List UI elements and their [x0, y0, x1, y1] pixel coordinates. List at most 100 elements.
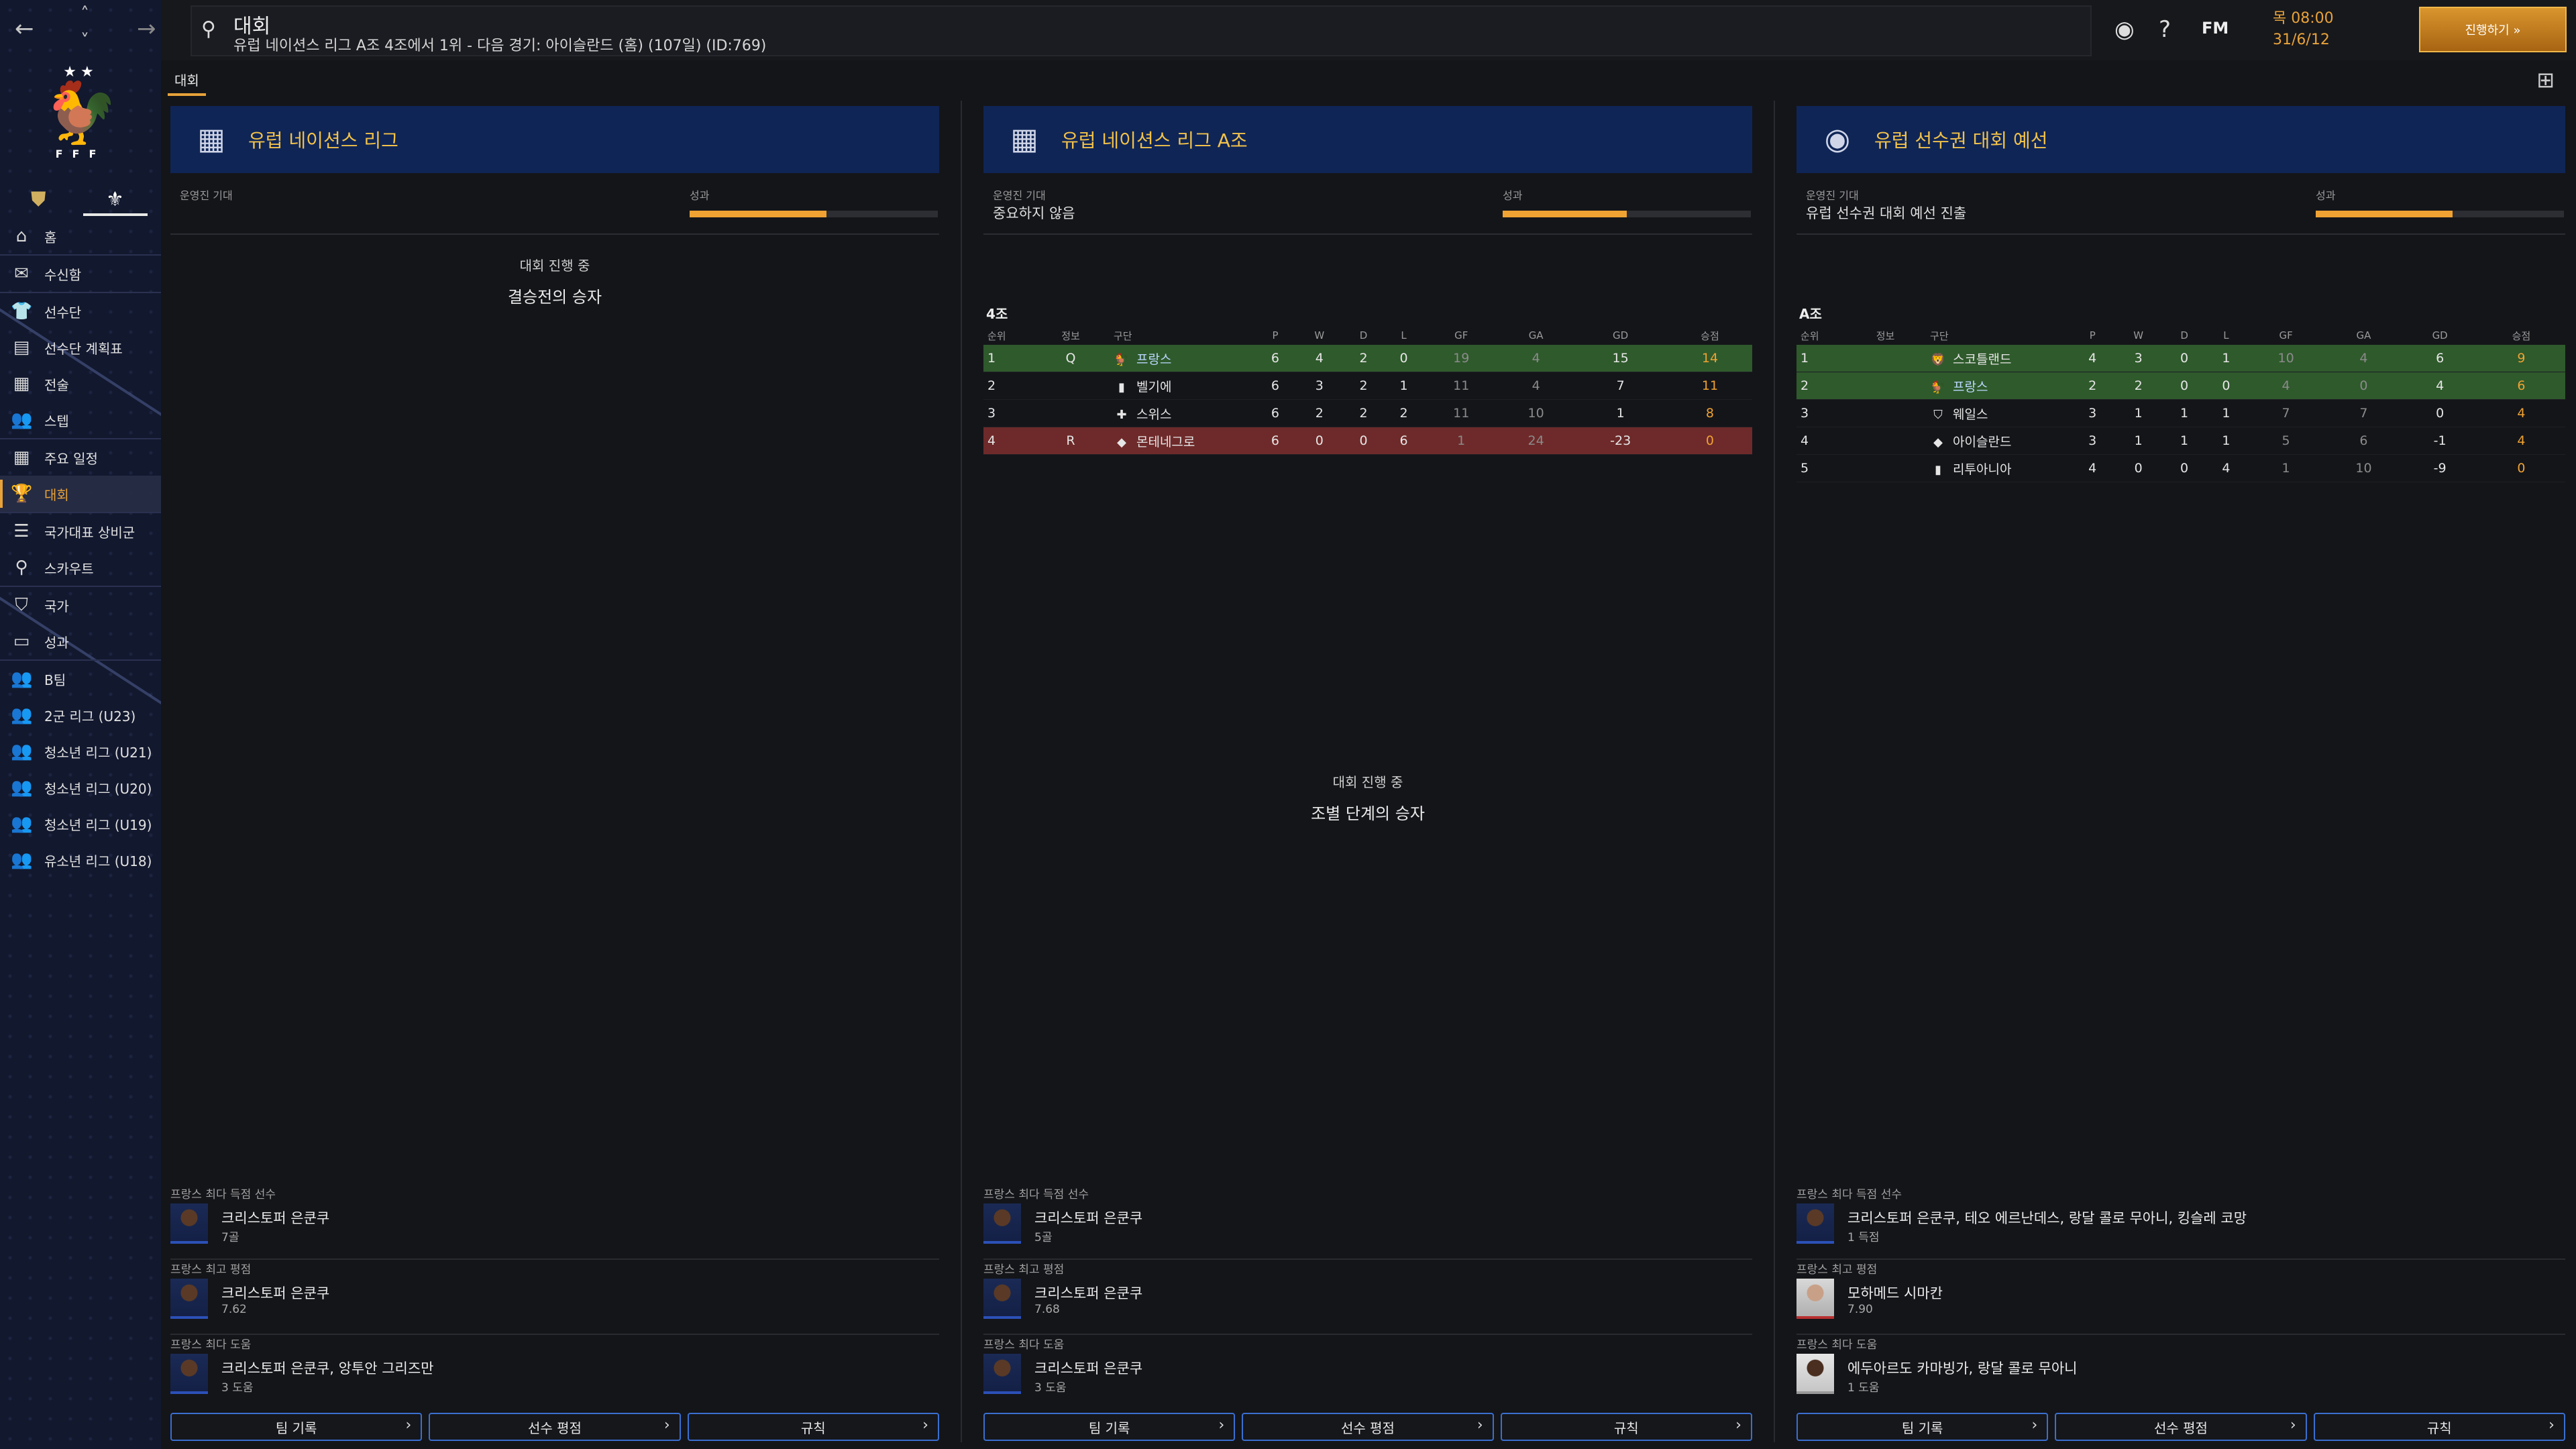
player-name[interactable]: 크리스토퍼 은쿤쿠 [221, 1210, 330, 1226]
competition-name[interactable]: 유럽 네이션스 리그 [248, 129, 398, 152]
sidebar-item-u20[interactable]: 👥 청소년 리그 (U20) [0, 769, 161, 806]
sidebar-item-tactics[interactable]: ▦ 전술 [0, 366, 161, 402]
column-header[interactable]: GF [2279, 329, 2293, 341]
team-stats-button[interactable]: 팀 기록 › [983, 1413, 1236, 1441]
column-header[interactable]: GD [2432, 329, 2448, 341]
column-header[interactable]: W [1314, 329, 1325, 341]
column-header[interactable]: 승점 [2512, 329, 2531, 342]
column-header[interactable]: GF [1454, 329, 1468, 341]
team-name[interactable]: 스코틀랜드 [1953, 352, 2012, 367]
fm-menu[interactable]: FM [2202, 19, 2229, 38]
player-name[interactable]: 에두아르도 카마빙가, 랑달 콜로 무아니 [1847, 1360, 2078, 1377]
sidebar-item-u21[interactable]: 👥 청소년 리그 (U21) [0, 733, 161, 769]
table-row[interactable]: 1 🦁 스코틀랜드 4 3 0 1 10 4 6 9 [1796, 345, 2565, 372]
column-header[interactable]: W [2133, 329, 2144, 341]
team-name[interactable]: 프랑스 [1136, 352, 1172, 367]
column-header[interactable]: 정보 [1061, 329, 1080, 342]
sidebar-item-competitions[interactable]: 🏆 대회 [0, 476, 161, 512]
team-cell[interactable]: ⛉ 웨일스 [1929, 399, 2072, 427]
rules-button[interactable]: 규칙 › [1500, 1413, 1752, 1441]
sidebar-item-home[interactable]: ⌂ 홈 [0, 218, 161, 254]
column-header[interactable]: D [2180, 329, 2188, 341]
national-badge-icon[interactable]: ⚜ [106, 188, 124, 211]
player-avatar[interactable] [170, 1203, 208, 1244]
column-header[interactable]: GA [2356, 329, 2371, 341]
player-avatar[interactable] [983, 1279, 1021, 1319]
column-header[interactable]: 순위 [987, 329, 1006, 342]
player-name[interactable]: 크리스토퍼 은쿤쿠 [1034, 1360, 1143, 1377]
player-name[interactable]: 크리스토퍼 은쿤쿠 [1034, 1285, 1143, 1301]
player-name[interactable]: 크리스토퍼 은쿤쿠 [221, 1285, 330, 1301]
table-row[interactable]: 3 ✚ 스위스 6 2 2 2 11 10 1 8 [983, 399, 1752, 427]
sidebar-item-schedule[interactable]: ▦ 주요 일정 [0, 438, 161, 476]
player-avatar[interactable] [1796, 1203, 1834, 1244]
team-cell[interactable]: 🐓 프랑스 [1112, 345, 1255, 372]
table-row[interactable]: 5 ▮ 리투아니아 4 0 0 4 1 10 -9 0 [1796, 454, 2565, 482]
sidebar-item-national-pool[interactable]: ☰ 국가대표 상비군 [0, 512, 161, 549]
player-avatar[interactable] [1796, 1354, 1834, 1394]
team-cell[interactable]: ◆ 몬테네그로 [1112, 427, 1255, 455]
column-header[interactable]: GA [1528, 329, 1544, 341]
column-header[interactable]: 구단 [1930, 329, 1949, 342]
column-header[interactable]: GD [1613, 329, 1629, 341]
player-name[interactable]: 크리스토퍼 은쿤쿠 [1034, 1210, 1143, 1226]
sidebar-item-squad[interactable]: 👕 선수단 [0, 292, 161, 329]
player-avatar[interactable] [170, 1279, 208, 1319]
team-name[interactable]: 웨일스 [1953, 407, 1988, 422]
team-name[interactable]: 몬테네그로 [1136, 434, 1195, 449]
team-name[interactable]: 벨기에 [1136, 379, 1172, 394]
rules-button[interactable]: 규칙 › [2313, 1413, 2565, 1441]
team-cell[interactable]: ✚ 스위스 [1112, 399, 1255, 427]
player-avatar[interactable] [1796, 1279, 1834, 1319]
team-cell[interactable]: 🦁 스코틀랜드 [1929, 345, 2072, 372]
team-cell[interactable]: ◆ 아이슬란드 [1929, 427, 2072, 455]
column-header[interactable]: D [1359, 329, 1368, 341]
team-cell[interactable]: ▮ 리투아니아 [1929, 454, 2072, 482]
player-avatar[interactable] [983, 1354, 1021, 1394]
sidebar-item-u23[interactable]: 👥 2군 리그 (U23) [0, 697, 161, 733]
column-header[interactable]: L [1401, 329, 1407, 341]
competition-header[interactable]: ▦ 유럽 네이션스 리그 [170, 106, 939, 173]
table-row[interactable]: 4 ◆ 아이슬란드 3 1 1 1 5 6 -1 4 [1796, 427, 2565, 455]
player-avatar[interactable] [983, 1203, 1021, 1244]
sidebar-item-staff[interactable]: 👥 스텝 [0, 402, 161, 438]
sidebar-item-squad-planner[interactable]: ▤ 선수단 계획표 [0, 329, 161, 366]
player-avatar[interactable] [170, 1354, 208, 1394]
globe-icon[interactable]: ◉ [2114, 16, 2135, 43]
help-icon[interactable]: ? [2159, 16, 2171, 43]
column-header[interactable]: 정보 [1876, 329, 1895, 342]
sidebar-item-b-team[interactable]: 👥 B팀 [0, 659, 161, 697]
competition-name[interactable]: 유럽 선수권 대회 예선 [1874, 129, 2048, 152]
player-ratings-button[interactable]: 선수 평점 › [1242, 1413, 1494, 1441]
sidebar-item-u19[interactable]: 👥 청소년 리그 (U19) [0, 806, 161, 842]
sidebar-item-inbox[interactable]: ✉ 수신함 [0, 254, 161, 292]
player-name[interactable]: 크리스토퍼 은쿤쿠, 앙투안 그리즈만 [221, 1360, 434, 1377]
team-name[interactable]: 리투아니아 [1953, 462, 2012, 477]
column-header[interactable]: L [2223, 329, 2229, 341]
table-row[interactable]: 1 Q 🐓 프랑스 6 4 2 0 19 4 15 14 [983, 345, 1752, 372]
player-name[interactable]: 크리스토퍼 은쿤쿠, 테오 에르난데스, 랑달 콜로 무아니, 킹슬레 코망 [1847, 1210, 2247, 1226]
column-header[interactable]: P [2089, 329, 2096, 341]
competition-header[interactable]: ◉ 유럽 선수권 대회 예선 [1796, 106, 2565, 173]
column-header[interactable]: P [1272, 329, 1279, 341]
team-stats-button[interactable]: 팀 기록 › [1796, 1413, 2049, 1441]
continue-button[interactable]: 진행하기 » [2419, 7, 2567, 52]
chevron-up-icon[interactable]: ˄ [80, 4, 89, 24]
team-name[interactable]: 프랑스 [1953, 379, 1988, 394]
sidebar-item-achievements[interactable]: ▭ 성과 [0, 623, 161, 659]
player-ratings-button[interactable]: 선수 평점 › [429, 1413, 681, 1441]
competition-header[interactable]: ▦ 유럽 네이션스 리그 A조 [983, 106, 1752, 173]
chevron-down-icon[interactable]: ˅ [80, 31, 89, 51]
player-ratings-button[interactable]: 선수 평점 › [2055, 1413, 2307, 1441]
search-bar[interactable]: ⚲ 대회 유럽 네이션스 리그 A조 4조에서 1위 - 다음 경기: 아이슬란… [191, 5, 2092, 56]
team-stats-button[interactable]: 팀 기록 › [170, 1413, 423, 1441]
table-row[interactable]: 4 R ◆ 몬테네그로 6 0 0 6 1 24 -23 0 [983, 427, 1752, 455]
sidebar-item-scouting[interactable]: ⚲ 스카우트 [0, 549, 161, 586]
column-header[interactable]: 승점 [1701, 329, 1719, 342]
layout-toggle-icon[interactable]: ⊞ [2536, 67, 2555, 93]
sidebar-item-u18[interactable]: 👥 유소년 리그 (U18) [0, 842, 161, 878]
team-name[interactable]: 아이슬란드 [1953, 434, 2012, 449]
table-row[interactable]: 2 🐓 프랑스 2 2 0 0 4 0 4 6 [1796, 372, 2565, 400]
competition-name[interactable]: 유럽 네이션스 리그 A조 [1061, 129, 1248, 152]
team-name[interactable]: 스위스 [1136, 407, 1172, 422]
